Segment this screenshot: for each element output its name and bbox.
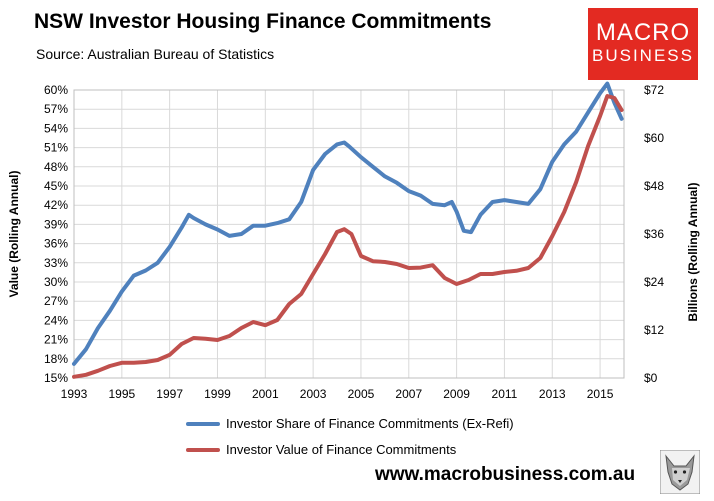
left-axis-title: Value (Rolling Annual)	[7, 171, 21, 298]
left-tick-label: 45%	[44, 179, 68, 193]
right-tick-label: $24	[644, 275, 664, 289]
x-tick-label: 2011	[492, 387, 518, 401]
series-line-investor-share	[72, 81, 624, 366]
x-axis-ticks: 1993 1995 1997 1999 2001 2003 2005 2007 2009 2011…	[61, 387, 614, 401]
series-line-investor-value	[72, 94, 624, 379]
x-tick-label: 1995	[108, 387, 135, 401]
right-axis-title: Billions (Rolling Annual)	[686, 183, 700, 322]
legend-item-value: Investor Value of Finance Commitments	[186, 442, 456, 457]
left-tick-label: 21%	[44, 333, 68, 347]
x-tick-label: 2015	[587, 387, 614, 401]
website-url[interactable]: www.macrobusiness.com.au	[375, 464, 636, 485]
chart-title: NSW Investor Housing Finance Commitments	[34, 10, 492, 33]
right-tick-label: $60	[644, 131, 664, 145]
left-tick-label: 51%	[44, 141, 68, 155]
wolf-mascot-icon	[660, 450, 700, 494]
right-tick-label: $36	[644, 227, 664, 241]
chart-subtitle: Source: Australian Bureau of Statistics	[36, 46, 275, 62]
legend-swatch-value	[186, 447, 220, 452]
macrobusiness-logo[interactable]: MACRO BUSINESS	[588, 8, 698, 80]
x-tick-label: 2009	[443, 387, 470, 401]
legend-item-share: Investor Share of Finance Commitments (E…	[186, 416, 514, 431]
left-tick-label: 57%	[44, 102, 68, 116]
logo-line-2: BUSINESS	[592, 46, 694, 65]
left-axis-ticks: 15% 18% 21% 24% 27% 30% 33% 36% 39% 42% 45% 48% 51% 5…	[44, 83, 68, 385]
x-tick-label: 2005	[348, 387, 375, 401]
x-tick-label: 2003	[300, 387, 327, 401]
left-tick-label: 42%	[44, 198, 68, 212]
right-tick-label: $12	[644, 323, 664, 337]
chart-series	[72, 81, 624, 379]
left-tick-label: 30%	[44, 275, 68, 289]
x-tick-label: 1997	[156, 387, 183, 401]
left-tick-label: 36%	[44, 237, 68, 251]
left-tick-label: 15%	[44, 371, 68, 385]
right-tick-label: $48	[644, 179, 664, 193]
plot-area	[73, 89, 625, 379]
right-tick-label: $72	[644, 83, 664, 97]
legend-label-value: Investor Value of Finance Commitments	[226, 442, 457, 457]
x-tick-label: 2001	[252, 387, 279, 401]
x-tick-label: 1999	[204, 387, 231, 401]
left-tick-label: 54%	[44, 121, 68, 135]
right-axis-ticks: $0 $12 $24 $36 $48 $60 $72	[644, 83, 664, 385]
left-tick-label: 39%	[44, 217, 68, 231]
legend-label-share: Investor Share of Finance Commitments (E…	[226, 416, 514, 431]
x-tick-label: 1993	[61, 387, 88, 401]
x-tick-label: 2013	[539, 387, 566, 401]
left-tick-label: 33%	[44, 256, 68, 270]
x-tick-label: 2007	[395, 387, 422, 401]
left-tick-label: 24%	[44, 313, 68, 327]
right-tick-label: $0	[644, 371, 658, 385]
logo-line-1: MACRO	[595, 19, 691, 46]
left-tick-label: 27%	[44, 294, 68, 308]
left-tick-label: 60%	[44, 83, 68, 97]
left-tick-label: 48%	[44, 160, 68, 174]
legend-swatch-share	[186, 421, 220, 426]
left-tick-label: 18%	[44, 352, 68, 366]
